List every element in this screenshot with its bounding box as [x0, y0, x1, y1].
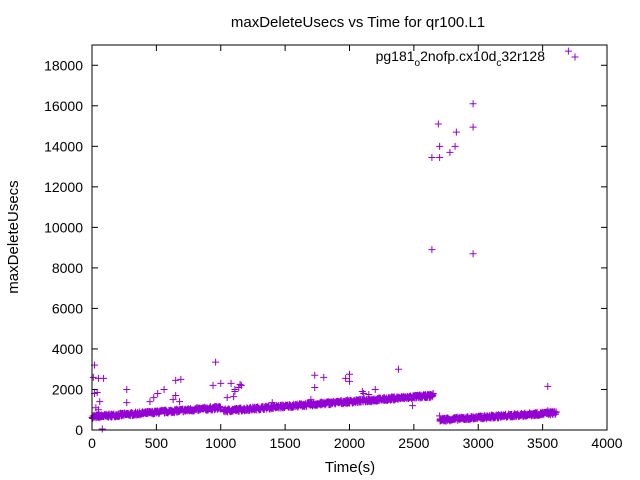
- x-tick-label: 4000: [591, 435, 622, 451]
- plot-frame: [91, 44, 608, 431]
- data-point: [96, 398, 104, 406]
- data-point: [230, 393, 238, 401]
- legend-subscript-2: c: [496, 58, 501, 69]
- chart-title: maxDeleteUsecs vs Time for qr100.L1: [231, 14, 485, 31]
- data-point: [320, 373, 328, 381]
- data-point: [169, 396, 177, 404]
- legend-marker-symbol: [571, 53, 579, 61]
- data-point: [209, 381, 217, 389]
- y-tick-label: 6000: [52, 300, 83, 316]
- data-point: [311, 383, 319, 391]
- data-point: [307, 396, 315, 404]
- data-point: [552, 408, 560, 416]
- data-point: [160, 385, 168, 393]
- data-point: [94, 406, 102, 414]
- data-point: [146, 398, 154, 406]
- data-point: [212, 358, 220, 366]
- data-point: [235, 383, 243, 391]
- data-point: [346, 370, 353, 378]
- data-point: [452, 128, 460, 136]
- legend-part-1: pg181: [376, 48, 415, 64]
- legend-marker: [571, 53, 579, 61]
- data-point: [236, 380, 244, 388]
- legend-label: pg181o2nofp.cx10dc32r128: [376, 48, 546, 69]
- data-point: [436, 412, 444, 420]
- data-point: [544, 382, 552, 390]
- data-point: [446, 148, 454, 156]
- data-point: [93, 412, 101, 420]
- data-point: [223, 394, 231, 402]
- x-tick-label: 1000: [205, 435, 236, 451]
- data-point: [100, 374, 108, 382]
- data-point: [93, 389, 101, 397]
- data-point: [360, 390, 368, 398]
- y-tick-label: 18000: [44, 57, 83, 73]
- data-point: [409, 402, 417, 410]
- x-tick-label: 1500: [270, 435, 301, 451]
- x-axis-ticks: 0 500 1000 1500 2000 2500 3000 3500 4000: [88, 45, 623, 451]
- data-point: [469, 123, 477, 131]
- data-point: [177, 375, 185, 383]
- data-point: [428, 153, 436, 161]
- data-point: [436, 153, 444, 161]
- y-tick-label: 16000: [44, 98, 83, 114]
- y-tick-label: 10000: [44, 219, 83, 235]
- data-point: [172, 392, 180, 400]
- data-point: [428, 246, 436, 254]
- legend-part-2: 2nofp.cx10d: [420, 48, 496, 64]
- y-tick-label: 8000: [52, 260, 83, 276]
- data-point: [98, 425, 106, 433]
- data-point: [469, 250, 477, 258]
- data-point: [154, 390, 162, 398]
- y-tick-label: 0: [75, 422, 83, 438]
- data-point: [311, 371, 319, 379]
- data-point: [394, 365, 402, 373]
- data-point: [371, 385, 379, 393]
- x-tick-label: 500: [145, 435, 169, 451]
- x-tick-label: 2000: [334, 435, 365, 451]
- data-point: [451, 142, 459, 150]
- data-point: [217, 379, 225, 387]
- data-point: [268, 399, 276, 407]
- legend-subscript-1: o: [415, 58, 421, 69]
- data-point: [429, 390, 437, 398]
- data-point: [150, 394, 158, 402]
- data-point: [544, 407, 552, 415]
- data-point: [217, 403, 225, 411]
- data-point: [469, 100, 477, 108]
- x-tick-label: 0: [88, 435, 96, 451]
- data-point: [365, 391, 373, 399]
- data-point: [434, 120, 442, 128]
- data-point: [231, 385, 239, 393]
- data-point: [436, 142, 444, 150]
- data-point: [342, 374, 350, 382]
- y-tick-label: 12000: [44, 179, 83, 195]
- data-point: [176, 398, 184, 406]
- data-point: [443, 414, 451, 422]
- x-tick-label: 2500: [398, 435, 429, 451]
- y-axis-label: maxDeleteUsecs: [5, 180, 22, 293]
- y-tick-label: 2000: [52, 381, 83, 397]
- x-tick-label: 3500: [527, 435, 558, 451]
- y-tick-label: 4000: [52, 341, 83, 357]
- data-point: [172, 376, 180, 384]
- legend: pg181o2nofp.cx10dc32r128: [376, 48, 579, 69]
- y-tick-label: 14000: [44, 138, 83, 154]
- data-point: [123, 385, 131, 393]
- data-point: [123, 399, 131, 407]
- data-point: [346, 377, 353, 385]
- y-axis-ticks: 0 2000 4000 6000 8000 10000 12000 14000 16000 180…: [44, 57, 607, 438]
- x-axis-label: Time(s): [325, 459, 375, 476]
- data-points: [88, 47, 572, 433]
- x-tick-label: 3000: [463, 435, 494, 451]
- data-point: [227, 379, 235, 387]
- data-point: [564, 47, 572, 55]
- data-point: [89, 373, 97, 381]
- legend-part-3: 32r128: [501, 48, 545, 64]
